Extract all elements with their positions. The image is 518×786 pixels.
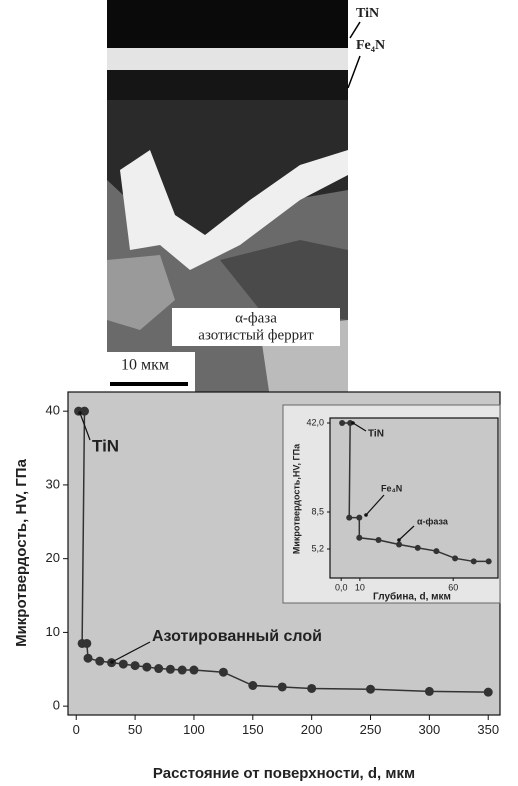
data-point [154,664,163,673]
fe4n-layer [107,48,348,70]
x-tick-label: 250 [360,722,382,737]
data-point [82,639,91,648]
data-point [484,688,493,697]
data-point [396,542,402,548]
data-point [356,515,362,521]
data-point [425,687,434,696]
layer-label: Fe₄N [356,38,385,53]
phase-label: азотистый феррит [198,327,314,343]
y-tick-label: 5,2 [311,543,324,553]
y-tick-label: 40 [46,403,60,418]
data-point [471,558,477,564]
data-point [452,555,458,561]
y-tick-label: 30 [46,476,60,491]
x-axis-label: Расстояние от поверхности, d, мкм [153,765,415,782]
data-point [278,682,287,691]
y-tick-label: 8,5 [311,506,324,516]
x-tick-label: 350 [477,722,499,737]
figure: α-фаза азотистый феррит 10 мкм TiN Fe₄N … [0,0,518,786]
data-point [346,515,352,521]
plot-area [330,418,498,578]
data-point [142,663,151,672]
data-point [415,545,421,551]
scale-label: 10 мкм [121,357,169,374]
data-point [219,668,228,677]
x-tick-label: 0,0 [335,583,348,593]
x-tick-label: 200 [301,722,323,737]
x-tick-label: 100 [183,722,205,737]
micrograph: α-фаза азотистый феррит 10 мкм TiN Fe₄N [103,0,385,398]
data-point [84,654,93,663]
x-tick-label: 10 [355,583,365,593]
y-axis-label: Микротвердость,HV, ГПа [291,443,301,554]
x-tick-label: 150 [242,722,264,737]
arrow-head [110,660,114,664]
data-point [80,407,89,416]
annotation: Fe₄N [381,483,402,493]
data-point [248,681,257,690]
x-tick-label: 50 [128,722,142,737]
data-point [166,665,175,674]
x-tick-label: 0 [73,722,80,737]
y-tick-label: 42,0 [306,417,324,427]
arrow-head [78,411,82,415]
arrow [348,56,360,88]
arrow-head [397,538,401,542]
arrow [350,22,360,38]
data-point [339,420,345,426]
dark-band [107,70,348,100]
data-point [307,684,316,693]
annotation: Азотированный слой [152,628,322,645]
data-point [486,558,492,564]
x-axis-label: Глубина, d, мкм [373,591,451,603]
tin-layer [107,0,348,48]
annotation: TiN [368,429,384,440]
y-axis-label: Микротвердость, HV, ГПа [13,458,30,646]
y-tick-label: 20 [46,550,60,565]
data-point [366,685,375,694]
data-point [433,548,439,554]
annotation: TiN [92,436,119,455]
annotation: α-фаза [417,516,449,526]
data-point [189,666,198,675]
data-point [356,535,362,541]
y-tick-label: 10 [46,624,60,639]
data-point [95,657,104,666]
phase-label: α-фаза [235,310,277,326]
arrow-head [351,421,355,425]
data-point [178,666,187,675]
x-tick-label: 300 [419,722,441,737]
layer-label: TiN [356,6,379,21]
data-point [131,661,140,670]
data-point [119,660,128,669]
y-tick-label: 0 [53,698,60,713]
arrow-head [364,513,368,517]
data-point [376,537,382,543]
